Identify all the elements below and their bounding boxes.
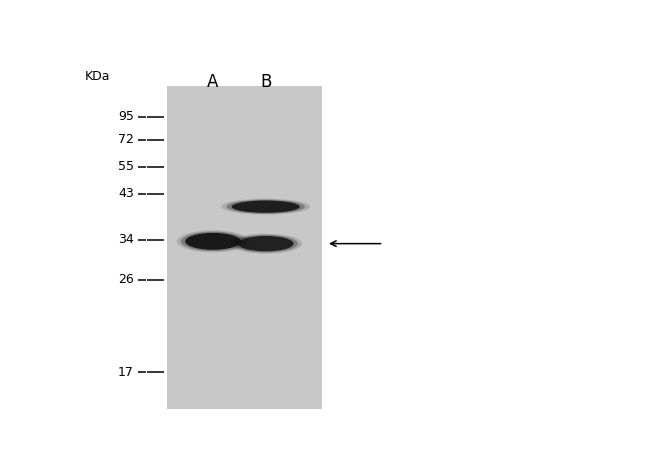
Text: 26: 26 xyxy=(118,273,134,286)
Ellipse shape xyxy=(229,234,302,254)
Bar xyxy=(166,86,322,409)
Ellipse shape xyxy=(177,230,249,252)
Ellipse shape xyxy=(231,201,300,213)
Ellipse shape xyxy=(238,236,294,252)
Text: 17: 17 xyxy=(118,365,134,379)
Text: A: A xyxy=(207,73,218,91)
Text: KDa: KDa xyxy=(85,70,111,83)
Ellipse shape xyxy=(181,232,245,251)
Ellipse shape xyxy=(233,235,298,252)
Text: B: B xyxy=(260,73,272,91)
Ellipse shape xyxy=(226,200,305,214)
Ellipse shape xyxy=(222,199,310,215)
Text: 55: 55 xyxy=(118,160,134,173)
Text: 34: 34 xyxy=(118,233,134,246)
Text: 72: 72 xyxy=(118,133,134,146)
Text: 43: 43 xyxy=(118,187,134,200)
Ellipse shape xyxy=(185,233,241,250)
Text: 95: 95 xyxy=(118,110,134,123)
